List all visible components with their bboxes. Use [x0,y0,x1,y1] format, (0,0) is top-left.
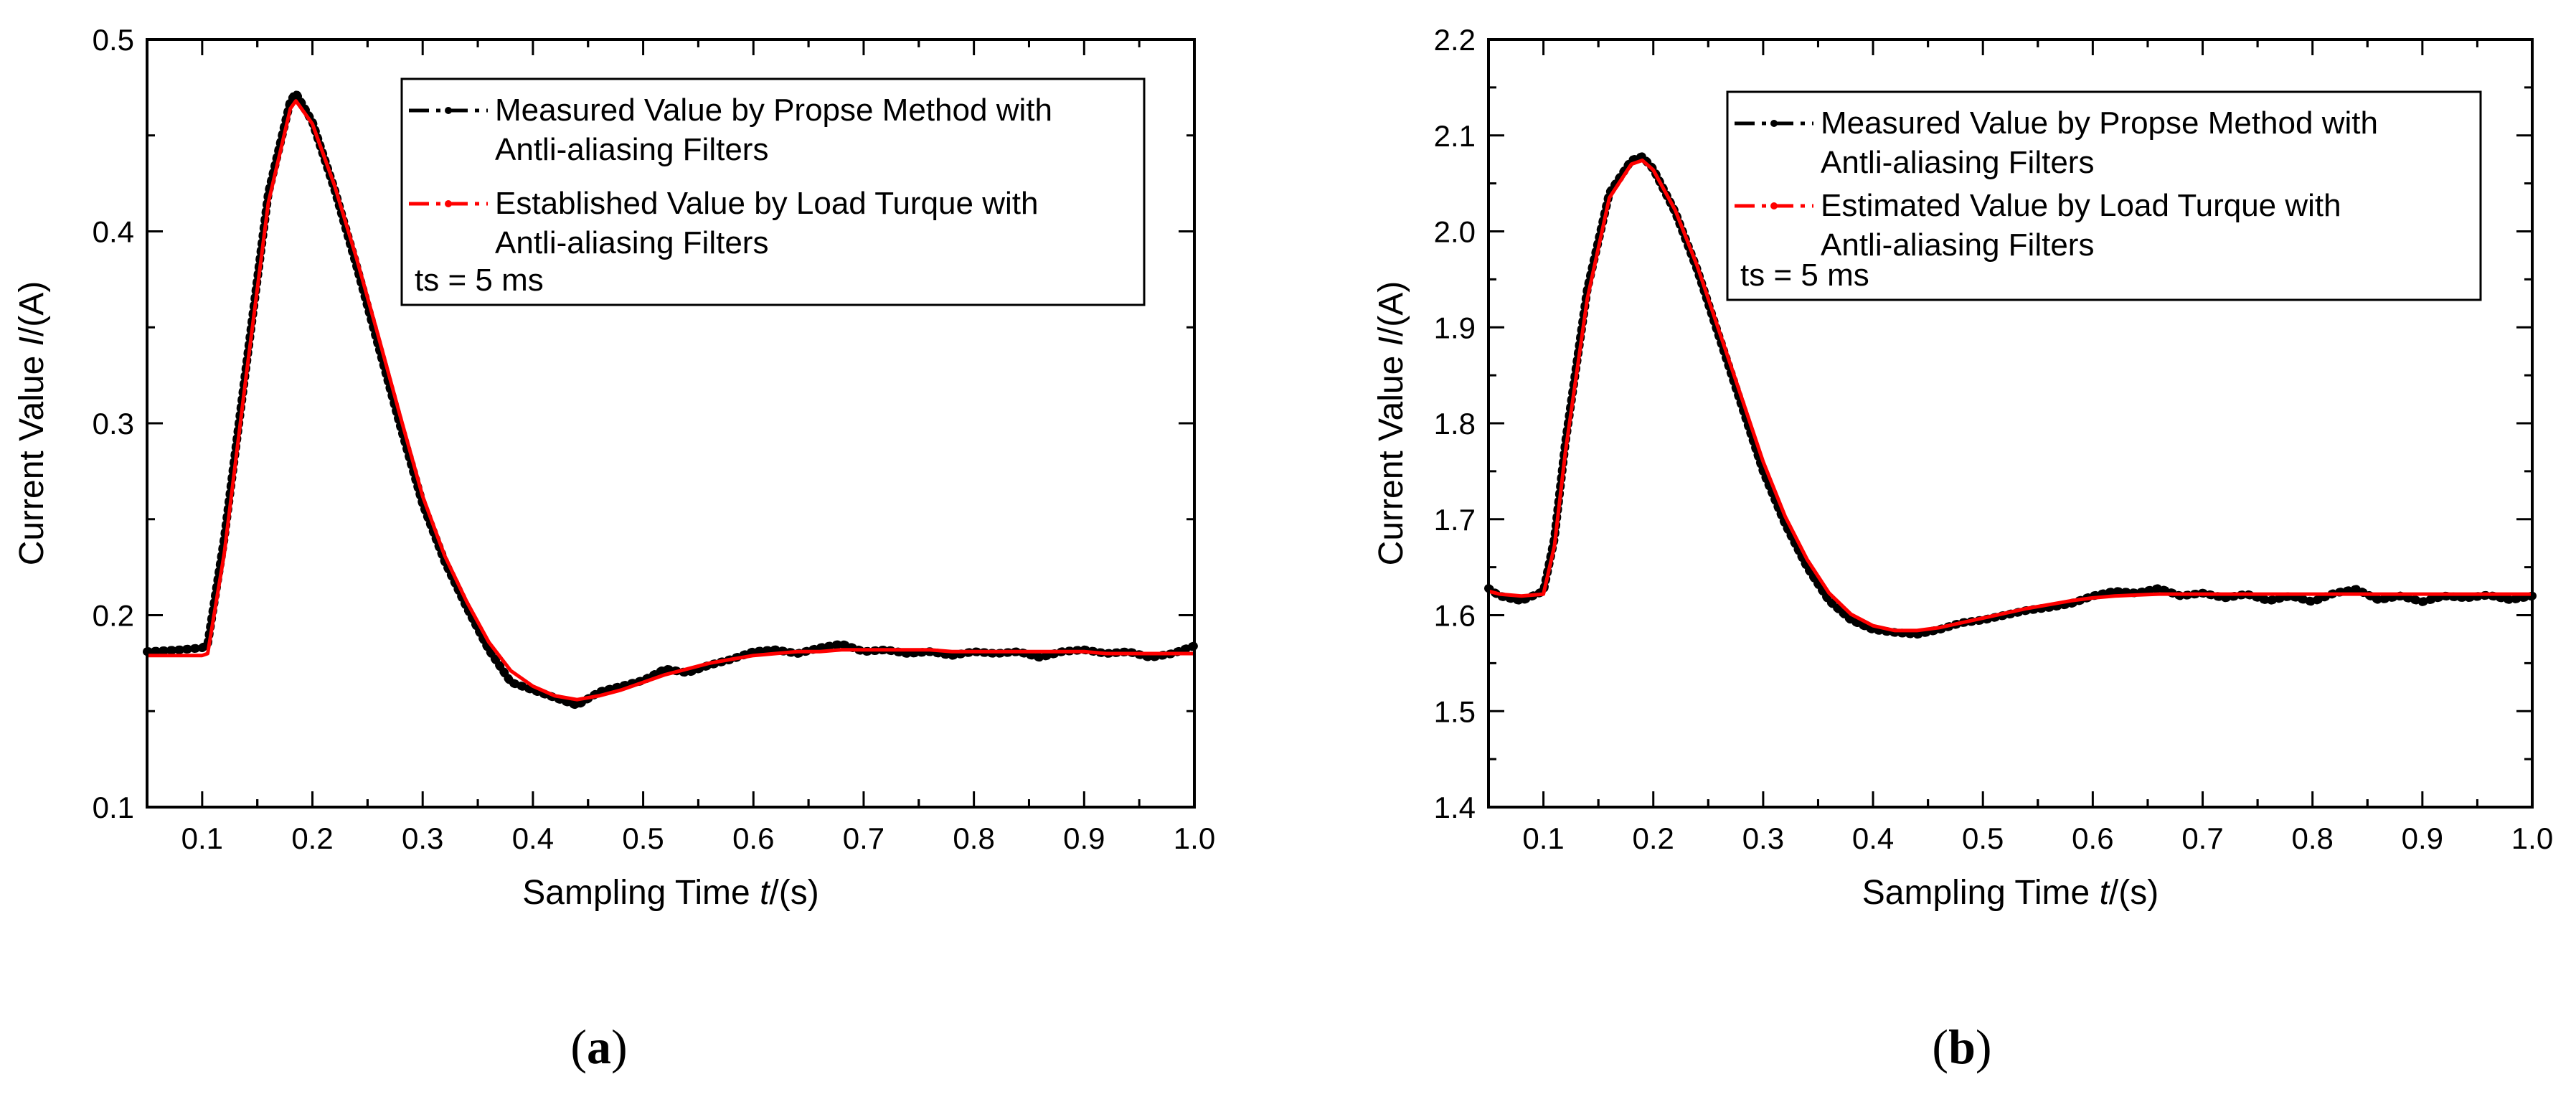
x-tick-label: 1.0 [1174,821,1215,855]
panel-label: (b) [1932,1019,1991,1074]
legend-entry-measured-line-1: Measured Value by Propse Method with [1821,105,2378,141]
legend-entry-measured-line-2: Antli-aliasing Filters [495,132,768,167]
x-tick-label: 0.9 [2402,821,2443,855]
legend-marker [445,200,452,207]
y-tick-label: 0.4 [93,215,134,249]
x-tick-label: 0.8 [2291,821,2333,855]
y-tick-label: 1.7 [1434,503,1476,537]
x-tick-label: 0.3 [402,821,443,855]
x-tick-label: 0.5 [622,821,664,855]
legend-note: ts = 5 ms [1740,258,1869,293]
x-tick-label: 0.1 [181,821,223,855]
y-tick-label: 0.5 [93,23,134,57]
y-tick-label: 0.1 [93,791,134,824]
panel-label: (a) [570,1019,627,1074]
series-markers-measured [1484,151,2537,639]
y-tick-label: 1.9 [1434,311,1476,344]
y-tick-label: 1.6 [1434,599,1476,633]
y-tick-label: 0.2 [93,599,134,633]
x-axis-title: Sampling Time t/(s) [1862,874,2159,912]
legend-marker [1770,202,1778,209]
x-tick-label: 0.2 [291,821,333,855]
chart-panel-b: 0.1 0.2 0.3 0.4 0.5 0.6 0.7 0.8 0.9 1.0 1.4 1.5 1.6 1… [1372,23,2553,1074]
series-line-estimated [1488,159,2532,633]
legend-entry-estimated-line-1: Estimated Value by Load Turque with [1821,188,2341,223]
x-tick-label: 1.0 [2511,821,2553,855]
legend-note: ts = 5 ms [415,263,544,298]
x-axis-title: Sampling Time t/(s) [522,874,818,912]
y-tick-label: 0.3 [93,407,134,440]
x-tick-label: 0.3 [1742,821,1784,855]
x-tick-label: 0.6 [2072,821,2113,855]
legend-marker [445,107,452,114]
x-tick-label: 0.4 [1852,821,1894,855]
x-tick-label: 0.7 [843,821,884,855]
y-tick-label: 2.2 [1434,23,1476,57]
y-tick-label: 2.1 [1434,119,1476,153]
legend-entry-estimated-line-1: Established Value by Load Turque with [495,186,1038,221]
legend-entry-estimated-line-2: Antli-aliasing Filters [495,225,768,260]
x-tick-label: 0.2 [1633,821,1674,855]
legend-entry-measured-line-2: Antli-aliasing Filters [1821,145,2094,180]
legend-entry-estimated-line-2: Antli-aliasing Filters [1821,227,2094,263]
x-tick-label: 0.5 [1962,821,2004,855]
y-axis-title: Current Value I/(A) [1372,281,1410,566]
legend-box [1726,90,2482,301]
series-line-estimated [147,99,1194,702]
x-tick-label: 0.9 [1063,821,1105,855]
x-tick-label: 0.6 [732,821,774,855]
y-tick-label: 1.8 [1434,407,1476,440]
y-tick-label: 1.4 [1434,791,1476,824]
x-tick-label: 0.4 [512,821,554,855]
x-tick-label: 0.8 [953,821,994,855]
legend-box [400,77,1146,306]
x-tick-label: 0.1 [1522,821,1564,855]
chart-panel-a: 0.1 0.2 0.3 0.4 0.5 0.6 0.7 0.8 0.9 1.0 0.1 0.2 0.3 0… [13,23,1215,1074]
y-tick-label: 2.0 [1434,215,1476,249]
y-axis-title: Current Value I/(A) [13,281,51,566]
x-tick-label: 0.7 [2181,821,2223,855]
legend-marker [1770,120,1778,127]
legend-entry-measured-line-1: Measured Value by Propse Method with [495,93,1052,128]
y-tick-label: 1.5 [1434,694,1476,728]
